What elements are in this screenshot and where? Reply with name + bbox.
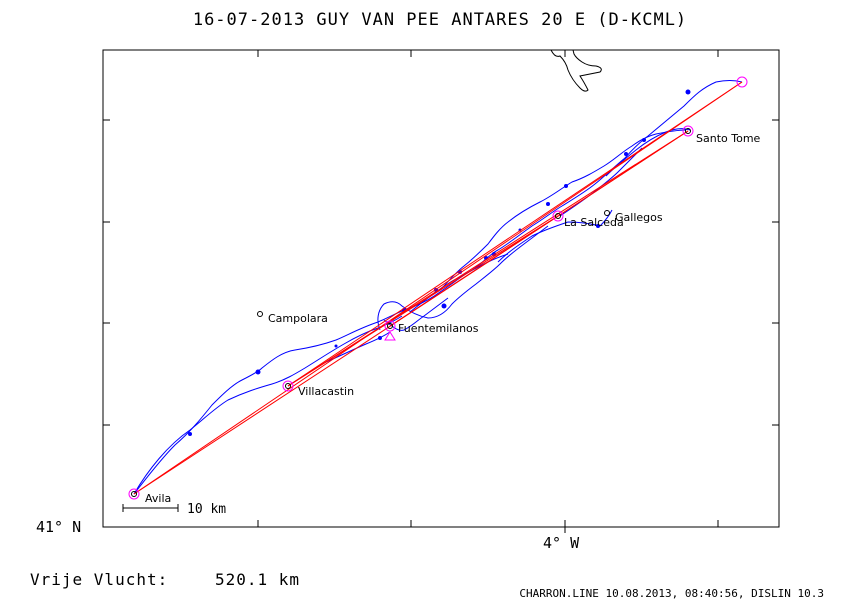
- coastline-shape: [550, 49, 602, 92]
- turnpoint-santo-tome: [682, 125, 694, 137]
- scale-bar: [122, 504, 179, 512]
- credit-text: CHARRON.LINE 10.08.2013, 08:40:56, DISLI…: [519, 587, 824, 600]
- thermal-markers: [188, 89, 691, 436]
- task-lines: [133, 81, 743, 495]
- turnpoint-avila: [128, 488, 140, 500]
- free-flight-label: Vrije Vlucht:: [30, 570, 168, 589]
- axis-ticks: [103, 50, 779, 533]
- scale-bar-label: 10 km: [187, 502, 226, 517]
- turnpoint-fuentemilanos: [384, 320, 396, 332]
- place-label-fuentemilanos: Fuentemilanos: [398, 322, 479, 335]
- turnpoints: [128, 76, 748, 500]
- lat-label: 41° N: [36, 518, 81, 536]
- map-frame: [102, 49, 780, 528]
- place-label-avila: Avila: [145, 492, 171, 505]
- turnpoint-end: [736, 76, 748, 88]
- start-triangle-icon: [384, 331, 396, 341]
- turnpoint-villacastin: [282, 380, 294, 392]
- place-label-gallegos: Gallegos: [615, 211, 663, 224]
- place-markers: [131, 128, 691, 497]
- page-title: 16-07-2013 GUY VAN PEE ANTARES 20 E (D-K…: [193, 10, 687, 30]
- free-flight-value: 520.1 km: [215, 570, 300, 589]
- place-label-villacastin: Villacastin: [298, 385, 354, 398]
- place-label-la-salceda: La Salceda: [564, 216, 624, 229]
- lon-label: 4° W: [543, 534, 580, 552]
- turnpoint-la-salceda: [552, 210, 564, 222]
- place-label-santo-tome: Santo Tome: [696, 132, 761, 145]
- place-label-campolara: Campolara: [268, 312, 328, 325]
